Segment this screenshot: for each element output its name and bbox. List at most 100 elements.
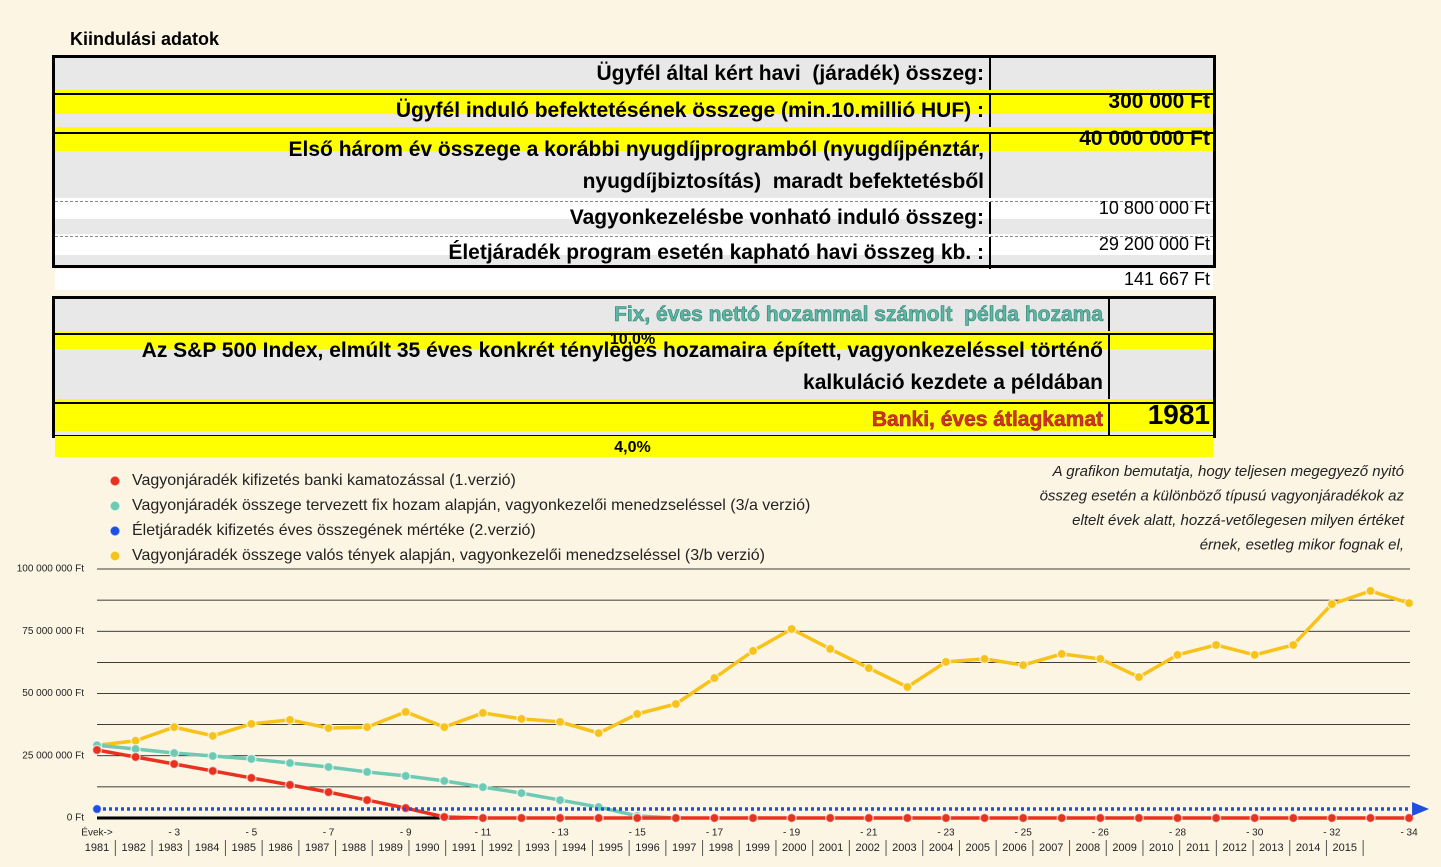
data-point	[554, 716, 566, 728]
header-title: Kiindulási adatok	[70, 29, 220, 49]
data-point	[1133, 671, 1145, 683]
label-line: Fix, éves nettó hozammal számolt példa h…	[614, 303, 1104, 327]
data-point	[207, 750, 219, 762]
label-line: Életjáradék program esetén kapható havi …	[448, 241, 984, 264]
row-value: 4,0%	[55, 436, 1213, 457]
data-point	[554, 812, 566, 824]
row-value: 29 200 000 Ft	[55, 234, 1213, 255]
data-point	[1210, 812, 1222, 824]
year-label: 1981	[85, 842, 109, 854]
data-point	[284, 757, 296, 769]
data-point	[554, 794, 566, 806]
year-label: 2006	[1002, 842, 1026, 854]
legend-marker	[109, 500, 121, 512]
data-point	[91, 744, 103, 756]
year-label: 2008	[1076, 842, 1100, 854]
x-tick-label: - 28	[1169, 828, 1187, 839]
data-point	[361, 794, 373, 806]
data-point	[747, 645, 759, 657]
legend-marker	[109, 475, 121, 487]
year-label: 2002	[855, 842, 879, 854]
data-point	[516, 812, 527, 824]
row-value: 10,0%	[55, 331, 1213, 349]
data-point	[863, 662, 875, 674]
year-label: 1991	[452, 842, 476, 854]
year-label: 1994	[562, 842, 586, 854]
data-point	[516, 713, 527, 725]
year-label: 2012	[1222, 842, 1246, 854]
data-point	[246, 718, 257, 730]
legend-label: Vagyonjáradék összege valós tények alapj…	[132, 547, 765, 564]
year-label: 2010	[1149, 842, 1173, 854]
data-point	[786, 812, 797, 824]
data-point	[1288, 639, 1299, 651]
data-point	[400, 770, 411, 782]
data-point	[632, 812, 643, 824]
data-point	[1172, 649, 1183, 661]
data-point	[439, 721, 450, 733]
yield-table: Fix, éves nettó hozammal számolt példa h…	[52, 296, 1216, 457]
data-point	[1403, 597, 1415, 609]
x-tick-label: - 17	[706, 828, 724, 839]
data-point	[709, 672, 720, 684]
legend-label: Életjáradék kifizetés éves összegének mé…	[132, 520, 536, 539]
x-tick-label: - 5	[246, 828, 258, 839]
chart-note: érnek, esetleg mikor fognak el,	[1200, 536, 1404, 553]
data-point	[1056, 648, 1067, 660]
y-tick-label: 50 000 000 Ft	[22, 688, 84, 699]
year-label: 1990	[415, 842, 439, 854]
data-point	[824, 812, 836, 824]
table-row: Első három év összege a korábbi nyugdíjp…	[55, 132, 1213, 219]
x-tick-label: - 15	[629, 828, 647, 839]
year-label: 1987	[305, 842, 329, 854]
data-point	[168, 758, 180, 770]
year-label: 2014	[1296, 842, 1320, 854]
year-label: 1988	[342, 842, 366, 854]
data-point	[1403, 812, 1415, 824]
y-tick-label: 100 000 000 Ft	[17, 564, 84, 575]
label-line: Az S&P 500 Index, elmúlt 35 éves konkrét…	[141, 339, 1103, 362]
x-tick-label: - 34	[1400, 828, 1418, 839]
year-label: 1984	[195, 842, 219, 854]
data-point	[323, 761, 334, 773]
year-label: 2000	[782, 842, 806, 854]
data-point	[361, 721, 373, 733]
data-point	[902, 812, 913, 824]
x-tick-label: - 32	[1323, 828, 1341, 839]
data-point	[1017, 812, 1029, 824]
x-tick-label: - 21	[860, 828, 878, 839]
row-label: Vagyonkezelésbe vonható induló összeg:	[55, 202, 991, 234]
data-point	[1365, 585, 1376, 597]
data-point	[1172, 812, 1183, 824]
label-line: Vagyonkezelésbe vonható induló összeg:	[569, 206, 984, 229]
year-label: 1995	[599, 842, 623, 854]
data-point	[323, 722, 334, 734]
data-point	[1326, 598, 1338, 610]
data-point	[1326, 812, 1338, 824]
data-point	[91, 803, 103, 815]
year-label: 1998	[709, 842, 733, 854]
data-point	[1095, 812, 1106, 824]
data-point	[323, 786, 334, 798]
data-point	[1017, 659, 1029, 671]
x-tick-label: - 13	[551, 828, 569, 839]
row-label: Életjáradék program esetén kapható havi …	[55, 237, 991, 269]
row-label: Banki, éves átlagkamat	[55, 404, 1110, 436]
year-label: 1983	[158, 842, 182, 854]
data-point	[1288, 812, 1299, 824]
data-point	[902, 681, 913, 693]
y-tick-label: 0 Ft	[67, 813, 84, 824]
data-point	[477, 781, 489, 793]
data-point	[477, 707, 489, 719]
year-label: 2011	[1186, 842, 1210, 854]
data-point	[593, 727, 604, 739]
chart-note: összeg esetén a különböző típusú vagyonj…	[1040, 487, 1405, 504]
label-line: Első három év összege a korábbi nyugdíjp…	[288, 138, 984, 161]
data-point	[632, 708, 643, 720]
year-label: 1989	[378, 842, 402, 854]
data-point	[786, 623, 797, 635]
row-label: Fix, éves nettó hozammal számolt példa h…	[55, 299, 1110, 331]
data-point	[1056, 812, 1067, 824]
data-point	[670, 812, 682, 824]
data-point	[400, 706, 411, 718]
